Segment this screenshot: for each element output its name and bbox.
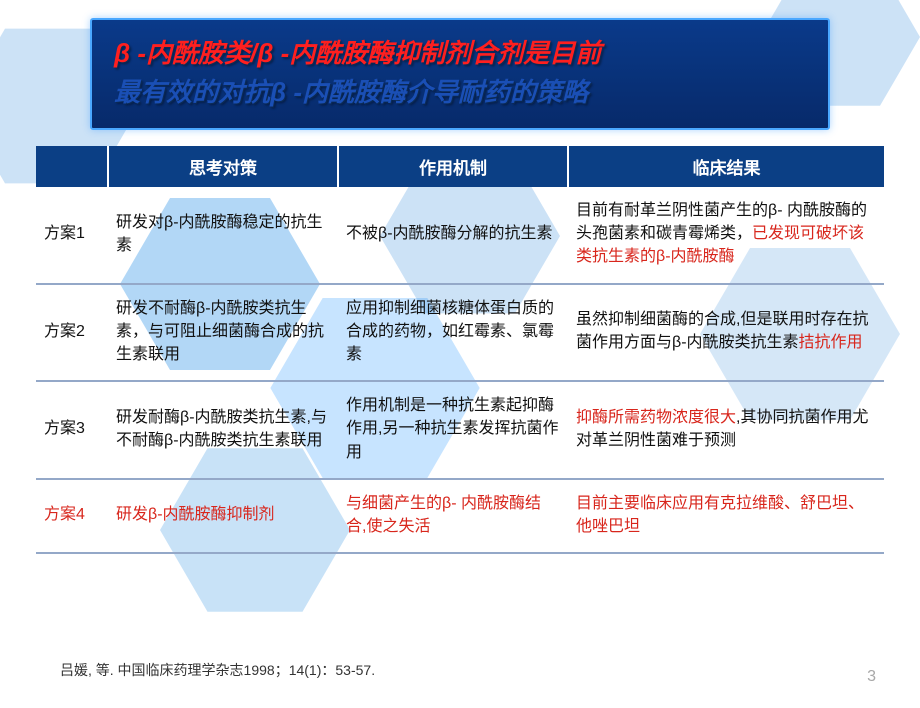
cell-strategy: 研发耐酶β-内酰胺类抗生素,与不耐酶β-内酰胺类抗生素联用 bbox=[108, 381, 338, 479]
title-line-2: 最有效的对抗β -内酰胺酶介导耐药的策略 bbox=[114, 73, 806, 112]
cell-mechanism: 不被β-内酰胺酶分解的抗生素 bbox=[338, 187, 568, 284]
text-segment: 不被β-内酰胺酶分解的抗生素 bbox=[346, 225, 553, 242]
text-segment: 研发不耐酶β-内酰胺类抗生素，与可阻止细菌酶合成的抗生素联用 bbox=[116, 300, 324, 363]
text-segment: 作用机制是一种抗生素起抑酶作用,另一种抗生素发挥抗菌作用 bbox=[346, 397, 558, 460]
cell-mechanism: 作用机制是一种抗生素起抑酶作用,另一种抗生素发挥抗菌作用 bbox=[338, 381, 568, 479]
title-line-1: β -内酰胺类/β -内酰胺酶抑制剂合剂是目前 bbox=[114, 34, 806, 73]
cell-result: 抑酶所需药物浓度很大,其协同抗菌作用尤对革兰阴性菌难于预测 bbox=[568, 381, 884, 479]
cell-result: 目前主要临床应用有克拉维酸、舒巴坦、他唑巴坦 bbox=[568, 479, 884, 553]
strategy-table: 思考对策 作用机制 临床结果 方案1研发对β-内酰胺酶稳定的抗生素 不被β-内酰胺… bbox=[36, 146, 884, 554]
cell-strategy: 研发β-内酰胺酶抑制剂 bbox=[108, 479, 338, 553]
text-segment: 应用抑制细菌核糖体蛋白质的合成的药物，如红霉素、氯霉素 bbox=[346, 300, 554, 363]
table-row: 方案4 研发β-内酰胺酶抑制剂 与细菌产生的β- 内酰胺酶结合,使之失活目前主要临床… bbox=[36, 479, 884, 553]
table-row: 方案2研发不耐酶β-内酰胺类抗生素，与可阻止细菌酶合成的抗生素联用应用抑制细菌核… bbox=[36, 284, 884, 382]
table-body: 方案1研发对β-内酰胺酶稳定的抗生素 不被β-内酰胺酶分解的抗生素目前有耐革兰阴性… bbox=[36, 187, 884, 553]
th-mechanism: 作用机制 bbox=[338, 146, 568, 187]
text-segment: 研发耐酶β-内酰胺类抗生素,与不耐酶β-内酰胺类抗生素联用 bbox=[116, 409, 327, 449]
th-strategy: 思考对策 bbox=[108, 146, 338, 187]
table-row: 方案1研发对β-内酰胺酶稳定的抗生素 不被β-内酰胺酶分解的抗生素目前有耐革兰阴性… bbox=[36, 187, 884, 284]
cell-result: 虽然抑制细菌酶的合成,但是联用时存在抗菌作用方面与β-内酰胺类抗生素拮抗作用 bbox=[568, 284, 884, 382]
text-segment: 拮抗作用 bbox=[799, 334, 863, 351]
text-segment: 研发β-内酰胺酶抑制剂 bbox=[116, 506, 275, 523]
table-header-row: 思考对策 作用机制 临床结果 bbox=[36, 146, 884, 187]
row-label: 方案4 bbox=[36, 479, 108, 553]
text-segment: 目前主要临床应用有克拉维酸、舒巴坦、他唑巴坦 bbox=[576, 495, 864, 535]
title-band: β -内酰胺类/β -内酰胺酶抑制剂合剂是目前 最有效的对抗β -内酰胺酶介导耐… bbox=[90, 18, 830, 130]
text-segment: 研发对β-内酰胺酶稳定的抗生素 bbox=[116, 214, 323, 254]
row-label: 方案3 bbox=[36, 381, 108, 479]
cell-strategy: 研发对β-内酰胺酶稳定的抗生素 bbox=[108, 187, 338, 284]
table-row: 方案3研发耐酶β-内酰胺类抗生素,与不耐酶β-内酰胺类抗生素联用作用机制是一种抗… bbox=[36, 381, 884, 479]
text-segment: 抑酶所需药物浓度很大 bbox=[576, 409, 736, 426]
strategy-table-wrap: 思考对策 作用机制 临床结果 方案1研发对β-内酰胺酶稳定的抗生素 不被β-内酰胺… bbox=[36, 146, 884, 554]
cell-mechanism: 与细菌产生的β- 内酰胺酶结合,使之失活 bbox=[338, 479, 568, 553]
cell-strategy: 研发不耐酶β-内酰胺类抗生素，与可阻止细菌酶合成的抗生素联用 bbox=[108, 284, 338, 382]
th-result: 临床结果 bbox=[568, 146, 884, 187]
cell-result: 目前有耐革兰阴性菌产生的β- 内酰胺酶的头孢菌素和碳青霉烯类，已发现可破坏该类抗… bbox=[568, 187, 884, 284]
footnote-citation: 吕媛, 等. 中国临床药理学杂志1998；14(1)：53-57. bbox=[60, 660, 375, 680]
row-label: 方案2 bbox=[36, 284, 108, 382]
page-number: 3 bbox=[867, 668, 876, 686]
cell-mechanism: 应用抑制细菌核糖体蛋白质的合成的药物，如红霉素、氯霉素 bbox=[338, 284, 568, 382]
row-label: 方案1 bbox=[36, 187, 108, 284]
th-empty bbox=[36, 146, 108, 187]
text-segment: 与细菌产生的β- 内酰胺酶结合,使之失活 bbox=[346, 495, 541, 535]
